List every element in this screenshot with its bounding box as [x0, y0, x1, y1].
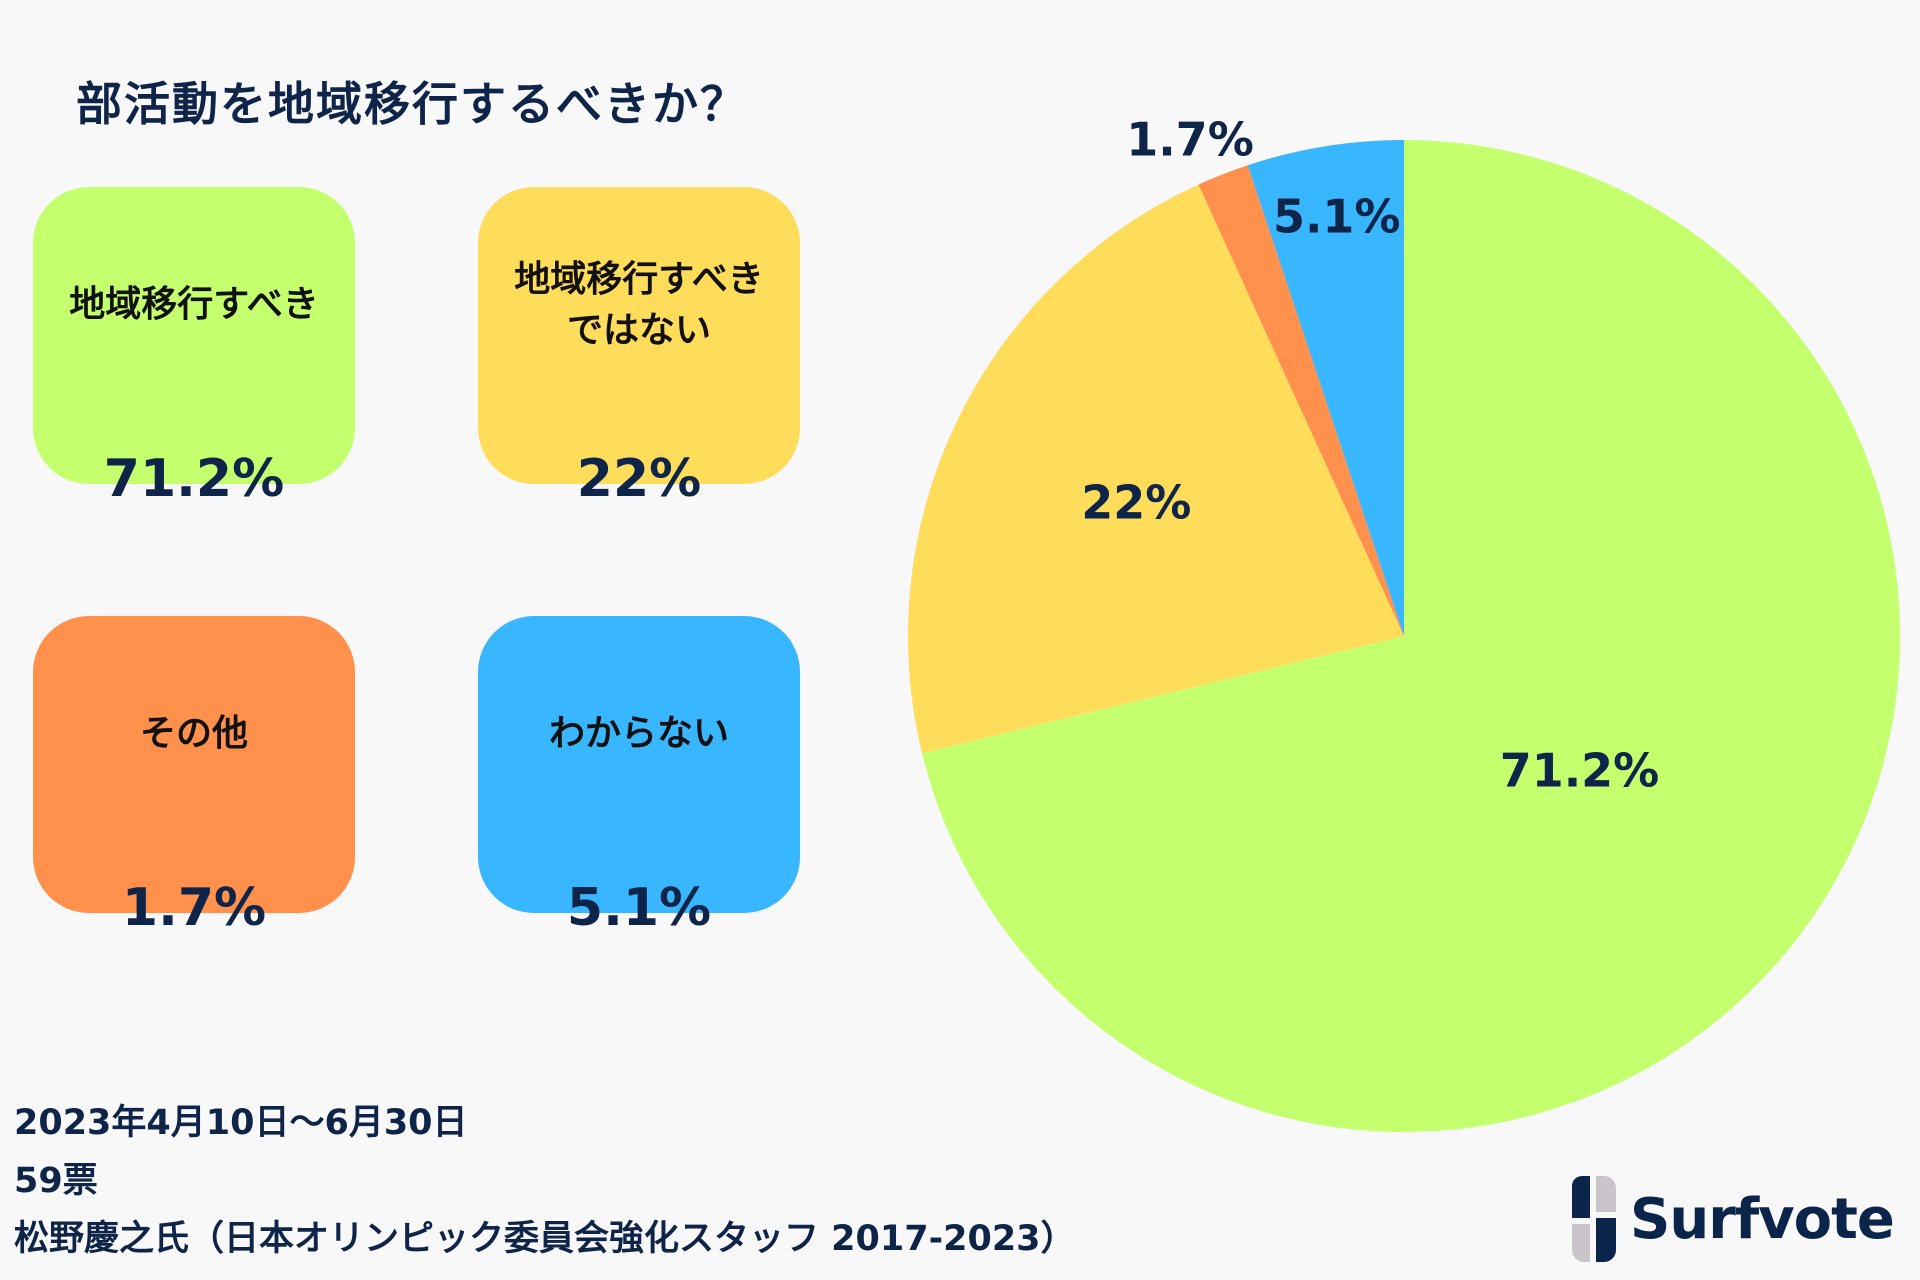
pie-slice	[1247, 140, 1404, 636]
legend-card-other: その他 1.7%	[33, 616, 355, 938]
surfvote-logo: Surfvote	[1572, 1176, 1895, 1262]
legend-percent: 5.1%	[566, 878, 712, 938]
pie-data-label: 1.7%	[1126, 113, 1254, 167]
legend-percent: 22%	[576, 449, 702, 509]
legend-percent: 71.2%	[103, 449, 285, 509]
legend-label: その他	[139, 713, 248, 755]
survey-period: 2023年4月10日〜6月30日	[14, 1103, 468, 1143]
vote-count: 59票	[14, 1161, 98, 1201]
page-title: 部活動を地域移行するべきか？	[76, 77, 748, 131]
legend-percent: 1.7%	[121, 878, 267, 938]
pie-data-label: 22%	[1081, 475, 1191, 529]
pie-data-label: 71.2%	[1500, 743, 1660, 797]
source-credit: 松野慶之氏（日本オリンピック委員会強化スタッフ 2017-2023）	[14, 1219, 1076, 1259]
pie-slice	[1198, 165, 1404, 637]
pie-data-label: 5.1%	[1273, 189, 1401, 243]
pie-slice	[922, 140, 1901, 1132]
legend-card-unknown: わからない 5.1%	[478, 616, 800, 938]
legend-label: 地域移行すべき ではない	[514, 259, 764, 351]
legend-label: わからない	[548, 713, 729, 755]
legend-card-oppose: 地域移行すべき ではない 22%	[478, 187, 800, 509]
legend-card-support: 地域移行すべき 71.2%	[33, 187, 355, 509]
surfvote-logo-icon	[1572, 1176, 1616, 1262]
surfvote-logo-text: Surfvote	[1630, 1186, 1895, 1252]
pie-slice	[908, 184, 1404, 754]
legend-label: 地域移行すべき	[69, 284, 319, 326]
